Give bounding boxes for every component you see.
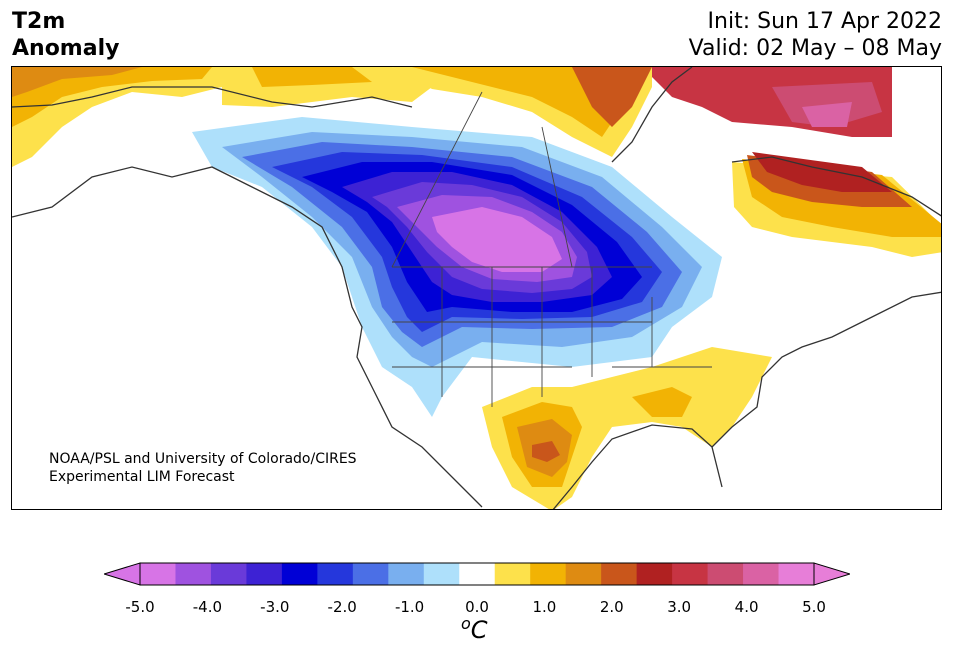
warm-anomaly-southeast-orange	[632, 387, 692, 417]
colorbar-border	[139, 562, 815, 586]
colorbar-bin	[317, 563, 354, 585]
colorbar-bin	[601, 563, 638, 585]
colorbar-bin	[743, 563, 780, 585]
colorbar-bin	[672, 563, 709, 585]
credit-text: NOAA/PSL and University of Colorado/CIRE…	[49, 450, 357, 486]
colorbar-bin	[175, 563, 212, 585]
forecast-dates: Init: Sun 17 Apr 2022 Valid: 02 May – 08…	[689, 8, 942, 62]
colorbar-bin	[636, 563, 673, 585]
colorbar-bin	[565, 563, 602, 585]
warm-anomaly-nw-orange	[12, 67, 212, 127]
credit-line-1: NOAA/PSL and University of Colorado/CIRE…	[49, 451, 357, 467]
colorbar-tick-label: -5.0	[125, 598, 155, 616]
title-line-2: Anomaly	[12, 36, 120, 61]
colorbar-bin	[423, 563, 460, 585]
colorbar-units: oC	[461, 614, 488, 644]
colorbar-bin	[388, 563, 425, 585]
colorbar-tick-label: 4.0	[734, 598, 759, 616]
units-base: C	[470, 616, 488, 644]
colorbar	[102, 562, 852, 590]
credit-line-2: Experimental LIM Forecast	[49, 469, 235, 485]
coastlines	[12, 67, 941, 509]
anomaly-map: NOAA/PSL and University of Colorado/CIRE…	[11, 66, 942, 510]
colorbar-tick-label: -4.0	[192, 598, 223, 616]
cold-anomaly-4-5	[432, 207, 562, 272]
colorbar-tick-label: 5.0	[802, 598, 826, 616]
colorbar-tick-label: 2.0	[599, 598, 624, 616]
warm-anomaly-texas-brown	[532, 441, 560, 462]
colorbar-tick-label: 1.0	[532, 598, 557, 616]
colorbar-under-arrow	[102, 562, 141, 586]
colorbar-tick-label: 0.0	[465, 598, 489, 616]
colorbar-bin	[210, 563, 247, 585]
valid-range: Valid: 02 May – 08 May	[688, 36, 942, 61]
warm-anomaly-alaska-north-orange	[252, 67, 372, 87]
warm-anomaly-nw-dark-orange	[12, 67, 142, 97]
colorbar-over-arrow	[813, 562, 852, 586]
init-date: Init: Sun 17 Apr 2022	[707, 9, 942, 34]
colorbar-tick-label: -1.0	[394, 598, 425, 616]
colorbar-bin	[281, 563, 318, 585]
colorbar-bin	[246, 563, 283, 585]
colorbar-tick-label: -3.0	[260, 598, 290, 616]
colorbar-bin	[459, 563, 496, 585]
colorbar-bin	[707, 563, 744, 585]
colorbar-tick-label: -2.0	[327, 598, 357, 616]
warm-anomaly-labrador-red	[752, 152, 892, 192]
title-line-1: T2m	[12, 9, 66, 34]
colorbar-tick-label: 3.0	[667, 598, 692, 616]
colorbar-svg	[102, 562, 852, 586]
map-canvas	[12, 67, 941, 509]
units-superscript: o	[461, 614, 471, 633]
colorbar-bin	[352, 563, 389, 585]
colorbar-bin	[140, 563, 176, 585]
colorbar-bin	[530, 563, 567, 585]
state-borders	[391, 91, 712, 407]
map-title: T2m Anomaly	[12, 8, 119, 62]
warm-anomaly-arctic-brown	[572, 67, 652, 127]
colorbar-bin	[778, 563, 815, 585]
colorbar-bin	[494, 563, 531, 585]
warm-anomaly-arctic-magenta	[802, 102, 852, 127]
